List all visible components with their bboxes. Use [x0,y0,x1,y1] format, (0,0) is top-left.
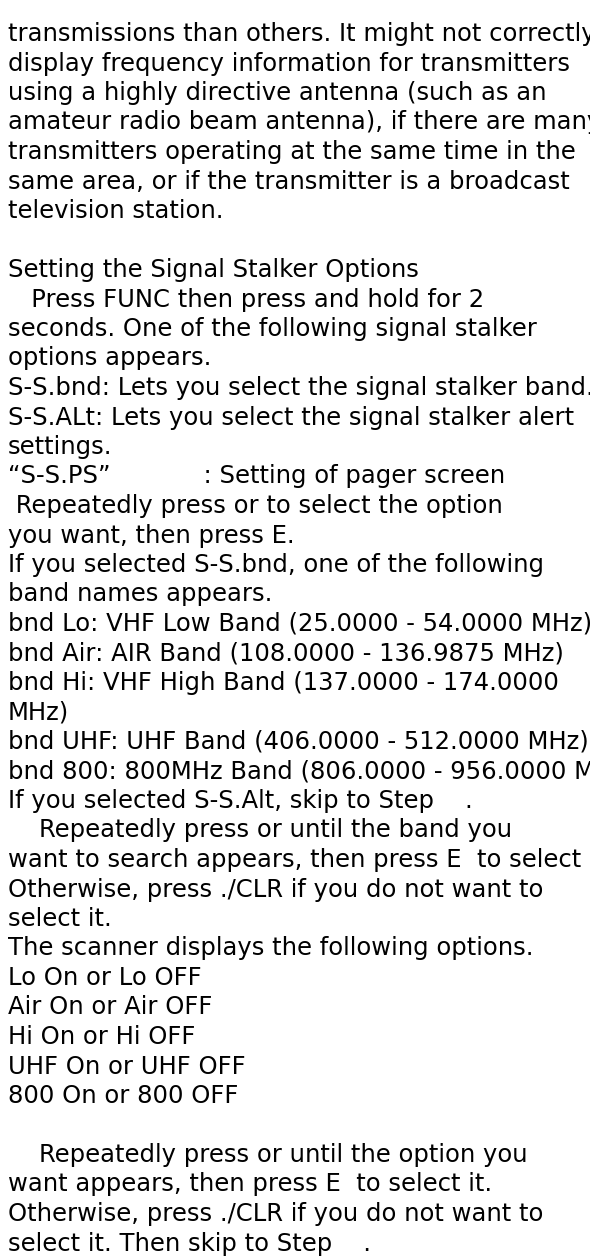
Text: bnd Lo: VHF Low Band (25.0000 - 54.0000 MHz): bnd Lo: VHF Low Band (25.0000 - 54.0000 … [8,612,590,636]
Text: Hi On or Hi OFF: Hi On or Hi OFF [8,1025,195,1049]
Text: want appears, then press E  to select it.: want appears, then press E to select it. [8,1173,492,1197]
Text: bnd UHF: UHF Band (406.0000 - 512.0000 MHz): bnd UHF: UHF Band (406.0000 - 512.0000 M… [8,730,589,754]
Text: Repeatedly press or to select the option: Repeatedly press or to select the option [8,494,503,517]
Text: select it. Then skip to Step    .: select it. Then skip to Step . [8,1231,371,1256]
Text: bnd 800: 800MHz Band (806.0000 - 956.0000 MHz): bnd 800: 800MHz Band (806.0000 - 956.000… [8,760,590,784]
Text: television station.: television station. [8,198,224,224]
Text: Lo On or Lo OFF: Lo On or Lo OFF [8,966,202,990]
Text: want to search appears, then press E  to select it.: want to search appears, then press E to … [8,848,590,872]
Text: Otherwise, press ./CLR if you do not want to: Otherwise, press ./CLR if you do not wan… [8,878,543,902]
Text: band names appears.: band names appears. [8,583,273,607]
Text: UHF On or UHF OFF: UHF On or UHF OFF [8,1055,245,1079]
Text: options appears.: options appears. [8,347,211,371]
Text: you want, then press E.: you want, then press E. [8,524,294,548]
Text: select it.: select it. [8,907,112,931]
Text: Repeatedly press or until the band you: Repeatedly press or until the band you [8,819,512,843]
Text: using a highly directive antenna (such as an: using a highly directive antenna (such a… [8,80,546,106]
Text: S-S.bnd: Lets you select the signal stalker band.: S-S.bnd: Lets you select the signal stal… [8,376,590,399]
Text: Repeatedly press or until the option you: Repeatedly press or until the option you [8,1143,527,1167]
Text: MHz): MHz) [8,701,69,725]
Text: display frequency information for transmitters: display frequency information for transm… [8,51,570,75]
Text: bnd Air: AIR Band (108.0000 - 136.9875 MHz): bnd Air: AIR Band (108.0000 - 136.9875 M… [8,642,564,666]
Text: seconds. One of the following signal stalker: seconds. One of the following signal sta… [8,317,537,340]
Text: Otherwise, press ./CLR if you do not want to: Otherwise, press ./CLR if you do not wan… [8,1202,543,1226]
Text: settings.: settings. [8,435,113,458]
Text: transmissions than others. It might not correctly: transmissions than others. It might not … [8,23,590,46]
Text: bnd Hi: VHF High Band (137.0000 - 174.0000: bnd Hi: VHF High Band (137.0000 - 174.00… [8,671,559,695]
Text: S-S.ALt: Lets you select the signal stalker alert: S-S.ALt: Lets you select the signal stal… [8,406,574,430]
Text: “S-S.PS”            : Setting of pager screen: “S-S.PS” : Setting of pager screen [8,465,505,489]
Text: Setting the Signal Stalker Options: Setting the Signal Stalker Options [8,257,419,283]
Text: Press FUNC then press and hold for 2: Press FUNC then press and hold for 2 [8,288,484,311]
Text: transmitters operating at the same time in the: transmitters operating at the same time … [8,139,576,165]
Text: 800 On or 800 OFF: 800 On or 800 OFF [8,1084,238,1108]
Text: If you selected S-S.Alt, skip to Step    .: If you selected S-S.Alt, skip to Step . [8,789,473,813]
Text: same area, or if the transmitter is a broadcast: same area, or if the transmitter is a br… [8,170,570,193]
Text: If you selected S-S.bnd, one of the following: If you selected S-S.bnd, one of the foll… [8,553,544,577]
Text: amateur radio beam antenna), if there are many: amateur radio beam antenna), if there ar… [8,111,590,134]
Text: The scanner displays the following options.: The scanner displays the following optio… [8,937,533,961]
Text: Air On or Air OFF: Air On or Air OFF [8,996,212,1020]
